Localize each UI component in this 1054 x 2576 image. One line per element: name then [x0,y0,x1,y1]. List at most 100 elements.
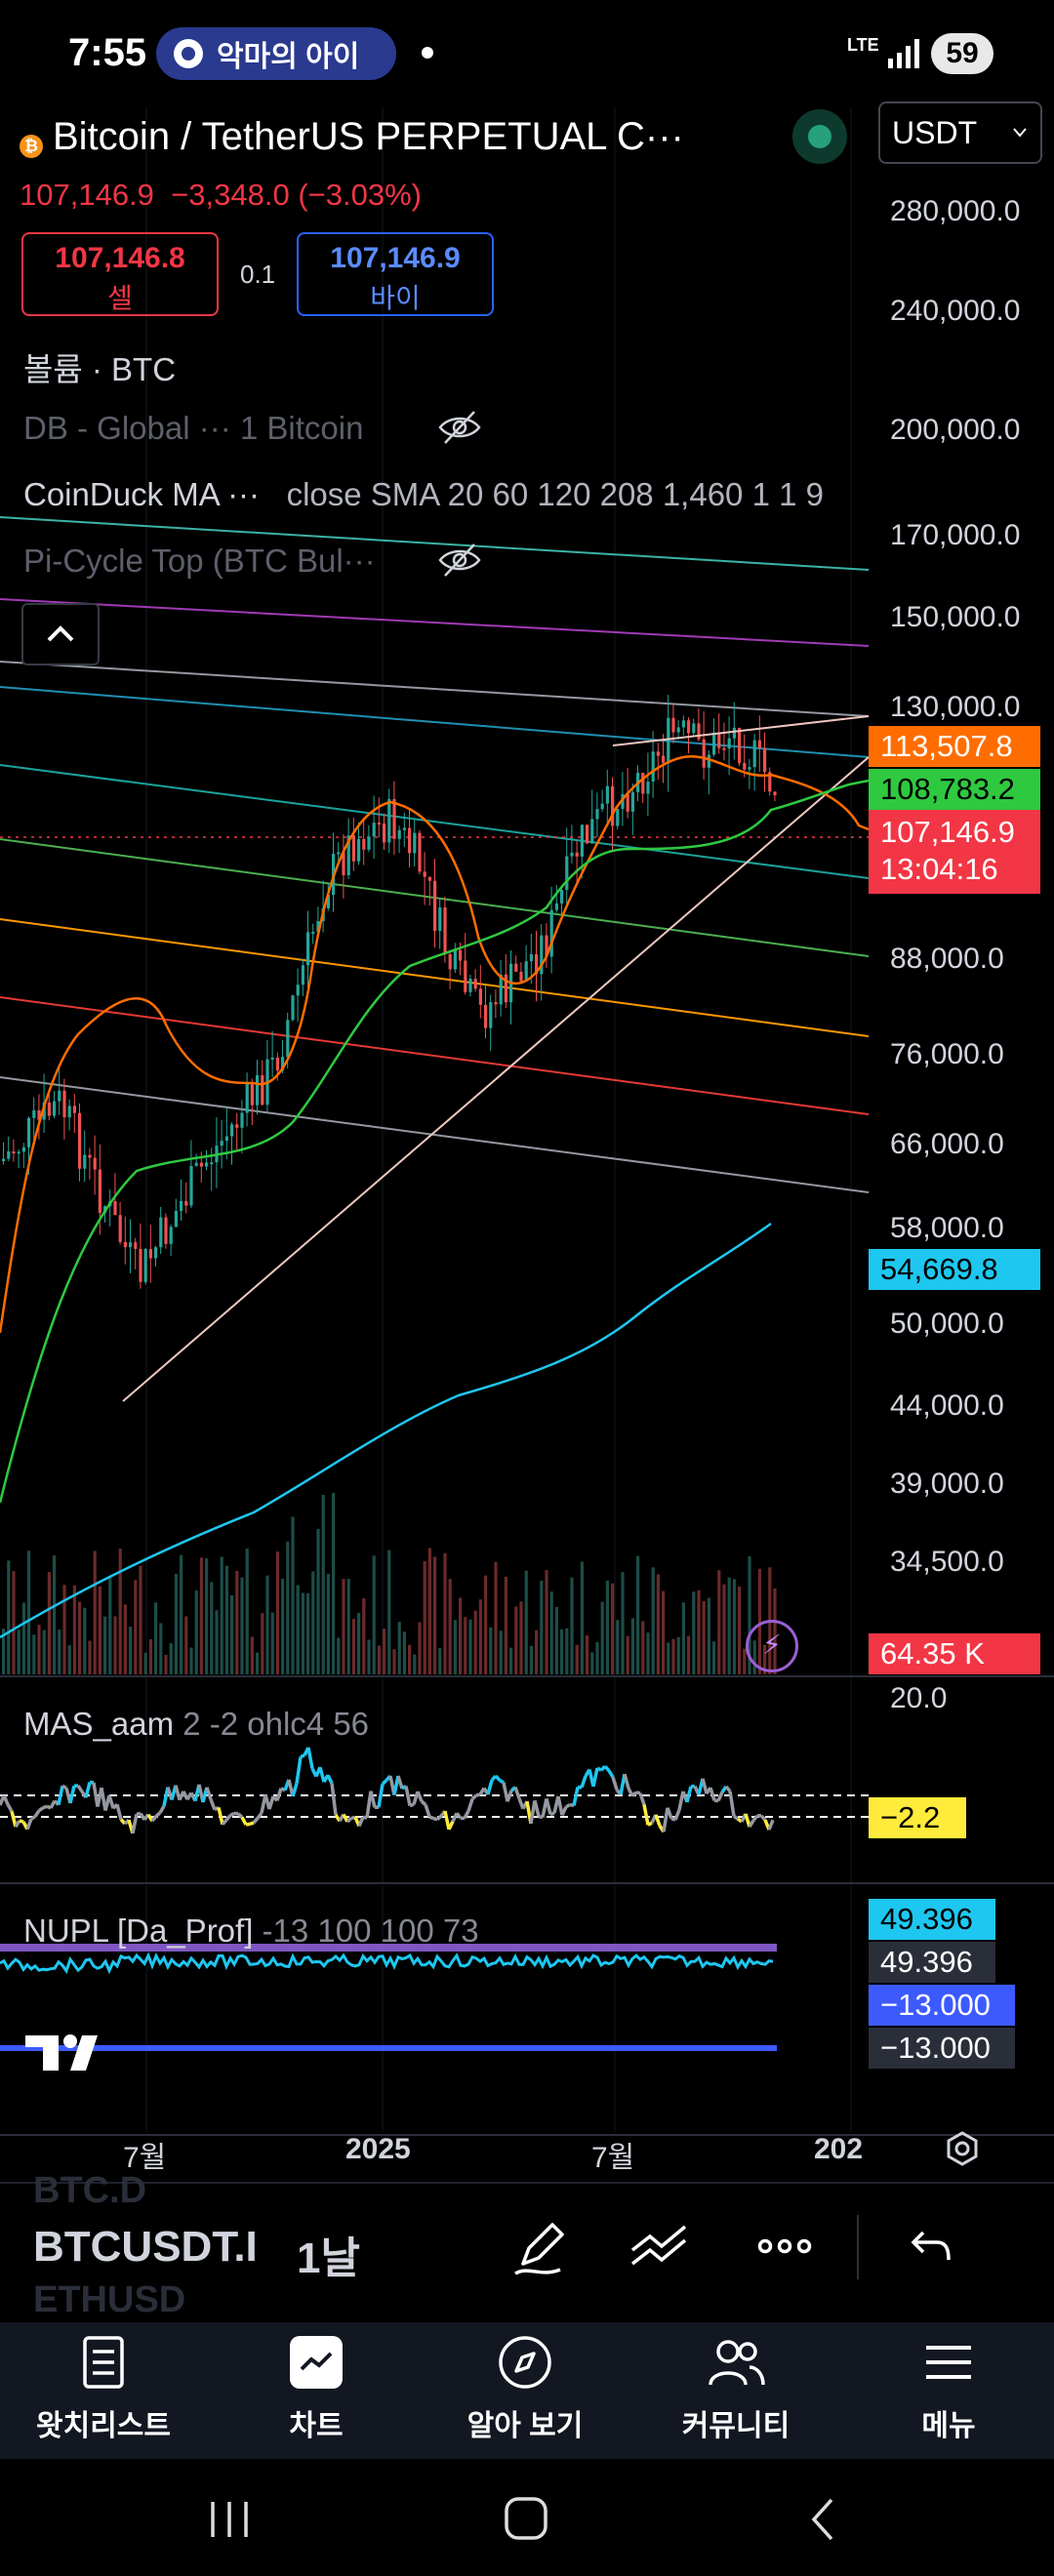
buy-button[interactable]: 107,146.9 바이 [297,232,494,316]
hidden-eye-icon[interactable] [437,541,482,580]
candle-body [367,836,371,850]
mas-value-label: −2.2 [869,1797,966,1838]
trendline-tools-icon[interactable] [628,2217,691,2275]
collapse-indicators-button[interactable] [21,603,100,665]
candle-body [134,1242,138,1249]
volume-bar [504,1576,507,1674]
nupl-indicator-label[interactable]: NUPL [Da_Prof] -13 100 100 73 [23,1912,479,1950]
candle-body [748,767,751,770]
volume-bar [311,1571,315,1674]
candle-body [306,932,310,966]
candle-body [235,1124,239,1128]
volume-bar [712,1641,716,1674]
mas-segment [494,1774,502,1782]
volume-bar [98,1586,101,1674]
scale-settings-icon[interactable] [943,2129,982,2168]
mas-segment [377,1784,385,1808]
mas-segment [318,1766,326,1783]
mas-segment [463,1810,470,1820]
nav-chart[interactable]: 차트 [238,2334,394,2444]
candle-body [240,1112,244,1128]
coinduck-indicator-label[interactable]: CoinDuck MA ··· close SMA 20 60 120 208 … [23,476,824,513]
nav-community[interactable]: 커뮤니티 [658,2334,814,2444]
resistance-trendline[interactable] [612,715,870,746]
mas-segment [635,1791,641,1795]
candle-body [27,1117,31,1147]
volume-bar [296,1585,300,1674]
candle-body [662,755,666,763]
lightning-icon[interactable]: ⚡ [746,1620,798,1672]
volume-bar [148,1638,152,1674]
nav-explore[interactable]: 알아 보기 [447,2334,603,2444]
candle-body [605,785,609,804]
watchlist-icon [83,2336,124,2389]
candle-body [565,856,569,891]
candle-body [98,1169,101,1214]
candle-body [230,1124,234,1137]
db-global-indicator-label[interactable]: DB - Global ··· 1 Bitcoin [23,410,363,447]
symbol-selector[interactable]: BTCUSDT.I [33,2223,258,2271]
ma-orange [0,754,870,1334]
volume-bar [667,1642,670,1674]
nav-label: 차트 [289,2410,344,2442]
sell-button[interactable]: 107,146.8 셀 [21,232,219,316]
tradingview-logo-icon[interactable] [25,2032,111,2074]
candle-body [397,829,401,839]
volume-bar [270,1612,274,1674]
mas-segment [119,1818,127,1826]
interval-selector[interactable]: 1날 [297,2234,360,2282]
symbol-title[interactable]: Bitcoin / TetherUS PERPETUAL C··· [53,114,684,158]
volume-bar [575,1644,579,1674]
mas-segment [470,1793,478,1801]
nav-watchlist[interactable]: 왓치리스트 [25,2334,182,2444]
volume-bar [509,1647,513,1674]
candle-body [261,1075,264,1106]
last-price-label: 107,146.9 13:04:16 [869,810,1040,894]
candle-body [763,747,767,773]
nupl-name: NUPL [Da_Prof] [23,1912,254,1949]
volume-bar [427,1548,431,1674]
symbol-header[interactable]: ₿ Bitcoin / TetherUS PERPETUAL C··· [20,109,684,164]
mas-segment [295,1756,303,1785]
hidden-eye-icon[interactable] [437,408,482,447]
mas-segment [767,1819,775,1831]
volume-bar [535,1630,539,1674]
volume-bar [275,1551,279,1674]
change-value: −3,348.0 [171,178,290,212]
candle-body [256,1075,260,1106]
mas-params: 2 -2 ohlc4 56 [182,1706,370,1742]
mas-indicator-label[interactable]: MAS_aam 2 -2 ohlc4 56 [23,1706,369,1743]
volume-indicator-label[interactable]: 볼륨 · BTC [23,351,177,387]
support-trendline[interactable] [122,756,870,1402]
pi-cycle-indicator-label[interactable]: Pi-Cycle Top (BTC Bul··· [23,543,376,580]
volume-bar [53,1555,57,1674]
mas-segment [10,1810,18,1828]
volume-bar [230,1594,234,1674]
coinduck-params: close SMA 20 60 120 208 1,460 1 1 9 [286,476,824,512]
draw-pen-icon[interactable] [511,2217,570,2279]
volume-bar [7,1560,11,1674]
back-icon[interactable] [802,2496,841,2543]
price-chart[interactable] [0,107,1054,2137]
candle-body [554,903,558,910]
nav-menu[interactable]: 메뉴 [871,2334,1027,2444]
volume-bar [143,1652,147,1674]
band-teal [0,516,870,571]
chart-icon [290,2336,343,2389]
currency-dropdown[interactable]: USDT [878,101,1042,164]
market-open-icon[interactable] [792,109,847,164]
candle-body [443,906,447,954]
mas-segment [420,1799,427,1806]
volume-bar [326,1573,330,1674]
mas-name: MAS_aam [23,1706,175,1742]
more-options-icon[interactable] [755,2217,814,2275]
mas-segment [670,1816,676,1822]
undo-icon[interactable] [904,2217,958,2275]
volume-bar [494,1561,498,1674]
home-icon[interactable] [502,2494,550,2543]
recent-apps-icon[interactable] [205,2498,254,2541]
notification-pill[interactable]: 악마의 아이 [156,27,396,80]
volume-bar [681,1602,685,1674]
volume-bar [224,1565,228,1674]
volume-bar [453,1620,457,1674]
